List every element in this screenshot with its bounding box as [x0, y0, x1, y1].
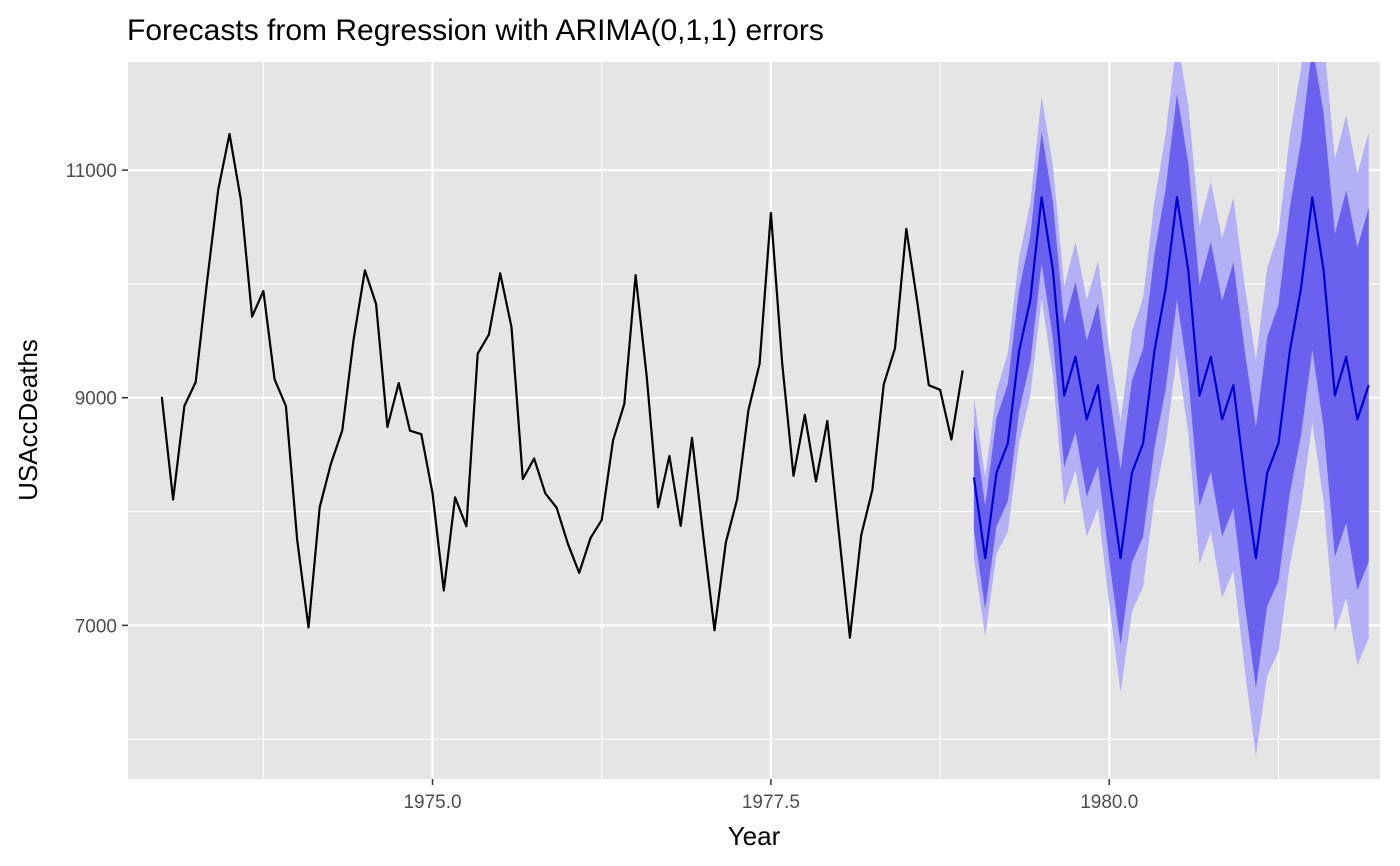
forecast-80-interval — [973, 62, 1369, 688]
y-tick-label: 9000 — [75, 389, 117, 410]
x-tick-label: 1977.5 — [742, 792, 800, 813]
x-axis-title: Year — [728, 821, 781, 851]
y-tick-label: 11000 — [66, 161, 117, 182]
y-axis: 7000 9000 11000 — [66, 161, 128, 637]
y-axis-title: USAccDeaths — [13, 339, 43, 501]
x-tick-label: 1980.0 — [1080, 792, 1138, 813]
y-tick-label: 7000 — [75, 616, 117, 637]
chart-title: Forecasts from Regression with ARIMA(0,1… — [127, 14, 824, 47]
history-series-line — [160, 132, 964, 639]
x-tick-label: 1975.0 — [403, 792, 461, 813]
x-axis: 1975.0 1977.5 1980.0 — [403, 779, 1138, 813]
forecast-mean-line — [972, 196, 1370, 560]
